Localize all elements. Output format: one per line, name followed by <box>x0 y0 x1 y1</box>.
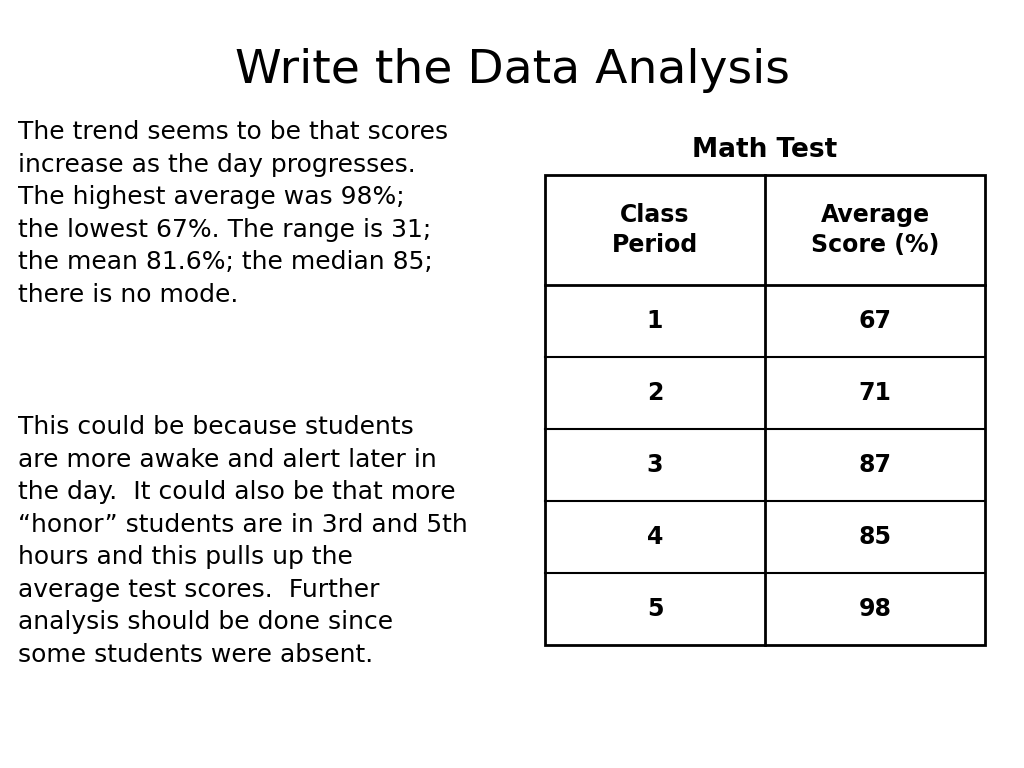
Text: Average
Score (%): Average Score (%) <box>811 204 939 257</box>
Text: 5: 5 <box>647 597 664 621</box>
Text: 98: 98 <box>858 597 892 621</box>
Text: This could be because students
are more awake and alert later in
the day.  It co: This could be because students are more … <box>18 415 468 667</box>
Text: 4: 4 <box>647 525 664 549</box>
Text: Math Test: Math Test <box>692 137 838 163</box>
Text: 1: 1 <box>647 309 664 333</box>
Text: The trend seems to be that scores
increase as the day progresses.
The highest av: The trend seems to be that scores increa… <box>18 120 449 306</box>
Text: 2: 2 <box>647 381 664 405</box>
Text: 85: 85 <box>858 525 892 549</box>
Text: 3: 3 <box>647 453 664 477</box>
Text: 87: 87 <box>858 453 892 477</box>
Text: Class
Period: Class Period <box>612 204 698 257</box>
Text: 71: 71 <box>858 381 892 405</box>
Text: Write the Data Analysis: Write the Data Analysis <box>234 48 790 93</box>
Bar <box>545 175 985 645</box>
Text: 67: 67 <box>858 309 892 333</box>
